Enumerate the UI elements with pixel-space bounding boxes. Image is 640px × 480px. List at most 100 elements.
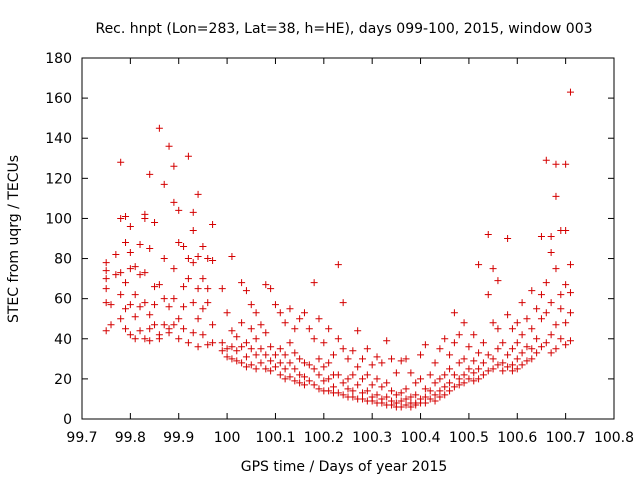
data-point: [533, 349, 541, 357]
plot-frame: [81, 57, 615, 420]
data-point: [300, 381, 308, 389]
data-point: [407, 369, 415, 377]
data-point: [557, 305, 565, 313]
data-point: [325, 387, 333, 395]
data-point: [388, 387, 396, 395]
data-point: [281, 375, 289, 383]
x-tick-label: 100.1: [255, 430, 295, 446]
data-point: [494, 277, 502, 285]
data-point: [242, 363, 250, 371]
data-point: [286, 339, 294, 347]
data-point: [446, 379, 454, 387]
data-point: [122, 279, 130, 287]
data-point: [368, 381, 376, 389]
data-point: [112, 251, 120, 259]
data-point: [547, 232, 555, 240]
x-tick-label: 100.5: [449, 430, 489, 446]
data-point: [383, 379, 391, 387]
data-point: [412, 391, 420, 399]
data-point: [102, 275, 110, 283]
data-point: [122, 325, 130, 333]
data-point: [175, 315, 183, 323]
data-point: [194, 315, 202, 323]
data-point: [499, 359, 507, 367]
data-point: [513, 355, 521, 363]
data-point: [131, 335, 139, 343]
data-point: [276, 309, 284, 317]
data-point: [238, 279, 246, 287]
data-point: [175, 335, 183, 343]
y-tick-label: 40: [54, 332, 72, 348]
data-point: [441, 383, 449, 391]
data-point: [320, 363, 328, 371]
data-point: [407, 403, 415, 411]
data-point: [209, 321, 217, 329]
data-point: [552, 265, 560, 273]
data-point: [504, 235, 512, 242]
data-point: [547, 349, 555, 357]
data-point: [189, 259, 197, 267]
data-point: [199, 331, 207, 339]
data-point: [146, 170, 154, 178]
data-point: [373, 375, 381, 383]
data-point: [117, 158, 125, 166]
data-point: [359, 395, 367, 403]
data-point: [566, 337, 574, 345]
data-point: [450, 383, 458, 391]
data-point: [286, 359, 294, 367]
data-point: [117, 214, 125, 222]
y-tick-label: 100: [45, 211, 72, 227]
data-point: [170, 295, 178, 303]
data-point: [310, 279, 318, 287]
data-point: [204, 341, 212, 349]
data-point: [228, 343, 236, 351]
data-point: [339, 345, 347, 353]
data-point: [199, 275, 207, 283]
data-point: [209, 339, 217, 347]
data-point: [378, 383, 386, 391]
data-point: [122, 305, 130, 313]
data-point: [184, 152, 192, 160]
data-point: [455, 359, 463, 367]
data-point: [494, 361, 502, 369]
data-point: [310, 335, 318, 343]
data-point: [117, 291, 125, 299]
data-point: [252, 365, 260, 373]
data-point: [537, 291, 545, 299]
data-point: [465, 343, 473, 351]
data-point: [305, 325, 313, 333]
data-point: [233, 333, 241, 341]
data-point: [233, 357, 241, 365]
data-point: [126, 301, 134, 309]
data-point: [136, 271, 144, 279]
data-point: [146, 337, 154, 345]
data-point: [421, 385, 429, 393]
data-point: [552, 321, 560, 329]
data-point: [417, 375, 425, 383]
data-point: [528, 355, 536, 363]
data-point: [412, 401, 420, 409]
data-point: [180, 283, 188, 291]
data-point: [204, 285, 212, 293]
data-point: [141, 299, 149, 307]
data-point: [117, 269, 125, 277]
data-point: [228, 327, 236, 335]
data-point: [426, 387, 434, 395]
data-point: [436, 387, 444, 395]
data-point: [349, 393, 357, 401]
data-point: [296, 371, 304, 379]
data-point: [339, 299, 347, 307]
data-point: [329, 351, 337, 359]
data-point: [165, 329, 173, 337]
data-point: [455, 375, 463, 383]
data-point: [267, 285, 275, 293]
data-point: [209, 257, 217, 265]
data-point: [542, 339, 550, 347]
data-point: [315, 315, 323, 323]
data-point: [566, 289, 574, 297]
data-point: [533, 305, 541, 313]
data-point: [518, 331, 526, 339]
data-point: [349, 347, 357, 355]
data-point: [315, 371, 323, 379]
